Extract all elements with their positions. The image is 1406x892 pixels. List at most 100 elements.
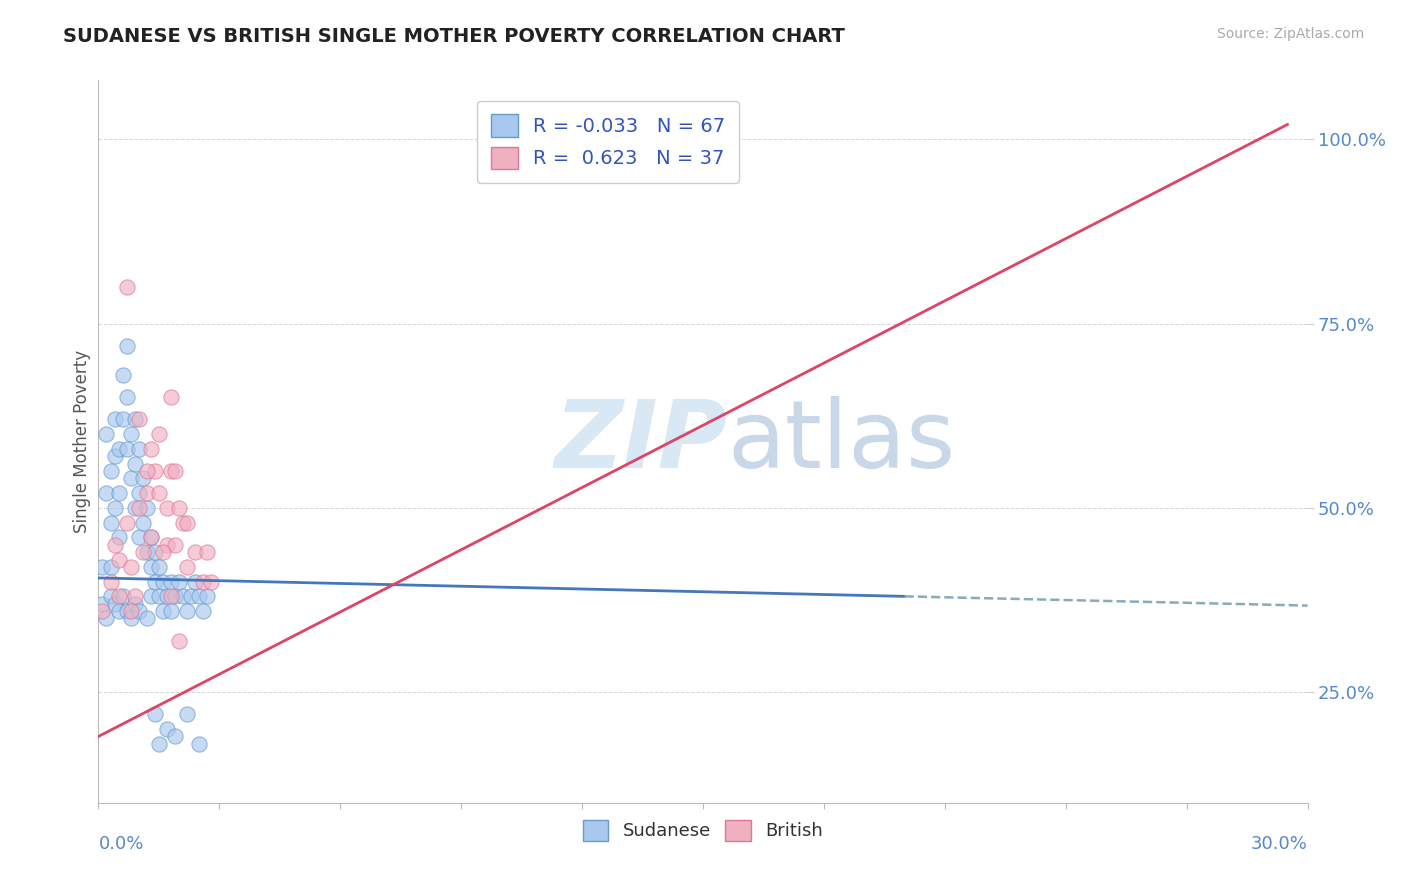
Point [156, 538, 179, 552]
Point [156, 590, 179, 604]
Point [163, 464, 186, 478]
Point [188, 737, 211, 751]
Point [124, 597, 146, 611]
Point [193, 604, 215, 618]
Point [143, 707, 166, 722]
Point [128, 604, 150, 618]
Point [143, 545, 166, 559]
Point [132, 516, 155, 530]
Point [115, 516, 138, 530]
Point [184, 545, 207, 559]
Point [139, 590, 162, 604]
Point [163, 730, 186, 744]
Point [124, 412, 146, 426]
Point [160, 604, 183, 618]
Text: ZIP: ZIP [554, 395, 727, 488]
Point [160, 390, 183, 404]
Point [120, 560, 142, 574]
Point [124, 590, 146, 604]
Point [128, 486, 150, 500]
Point [135, 611, 157, 625]
Point [100, 590, 122, 604]
Point [103, 412, 125, 426]
Text: Source: ZipAtlas.com: Source: ZipAtlas.com [1216, 27, 1364, 41]
Point [100, 574, 122, 589]
Text: atlas: atlas [727, 395, 956, 488]
Point [96, 486, 118, 500]
Point [152, 545, 174, 559]
Point [195, 590, 218, 604]
Point [160, 464, 183, 478]
Point [139, 560, 162, 574]
Point [176, 516, 198, 530]
Point [103, 597, 125, 611]
Point [128, 530, 150, 544]
Point [143, 574, 166, 589]
Point [115, 442, 138, 456]
Point [172, 516, 194, 530]
Point [148, 427, 170, 442]
Point [172, 590, 194, 604]
Point [148, 737, 170, 751]
Point [176, 560, 198, 574]
Point [176, 707, 198, 722]
Point [152, 604, 174, 618]
Point [115, 604, 138, 618]
Point [120, 611, 142, 625]
Point [163, 538, 186, 552]
Point [91, 604, 114, 618]
Point [139, 530, 162, 544]
Point [120, 604, 142, 618]
Point [135, 500, 157, 515]
Point [152, 574, 174, 589]
Point [96, 611, 118, 625]
Point [111, 412, 134, 426]
Point [103, 538, 125, 552]
Point [135, 486, 157, 500]
Point [200, 574, 222, 589]
Point [107, 442, 129, 456]
Point [115, 339, 138, 353]
Point [124, 500, 146, 515]
Text: 30.0%: 30.0% [1251, 835, 1308, 854]
Point [128, 412, 150, 426]
Point [180, 590, 202, 604]
Point [124, 457, 146, 471]
Point [135, 464, 157, 478]
Point [111, 368, 134, 383]
Point [167, 574, 190, 589]
Point [167, 633, 190, 648]
Point [132, 471, 155, 485]
Point [143, 464, 166, 478]
Point [100, 560, 122, 574]
Point [128, 500, 150, 515]
Point [103, 450, 125, 464]
Point [163, 590, 186, 604]
Point [156, 722, 179, 736]
Point [120, 471, 142, 485]
Point [100, 516, 122, 530]
Point [139, 442, 162, 456]
Point [167, 500, 190, 515]
Point [139, 530, 162, 544]
Point [107, 604, 129, 618]
Point [120, 427, 142, 442]
Point [103, 500, 125, 515]
Point [107, 486, 129, 500]
Point [100, 464, 122, 478]
Point [156, 500, 179, 515]
Point [115, 390, 138, 404]
Point [148, 486, 170, 500]
Legend: Sudanese, British: Sudanese, British [576, 813, 830, 848]
Text: 0.0%: 0.0% [98, 835, 143, 854]
Point [160, 590, 183, 604]
Point [135, 545, 157, 559]
Point [160, 574, 183, 589]
Point [132, 545, 155, 559]
Text: SUDANESE VS BRITISH SINGLE MOTHER POVERTY CORRELATION CHART: SUDANESE VS BRITISH SINGLE MOTHER POVERT… [63, 27, 845, 45]
Point [107, 552, 129, 566]
Point [176, 604, 198, 618]
Point [115, 279, 138, 293]
Point [128, 442, 150, 456]
Point [91, 560, 114, 574]
